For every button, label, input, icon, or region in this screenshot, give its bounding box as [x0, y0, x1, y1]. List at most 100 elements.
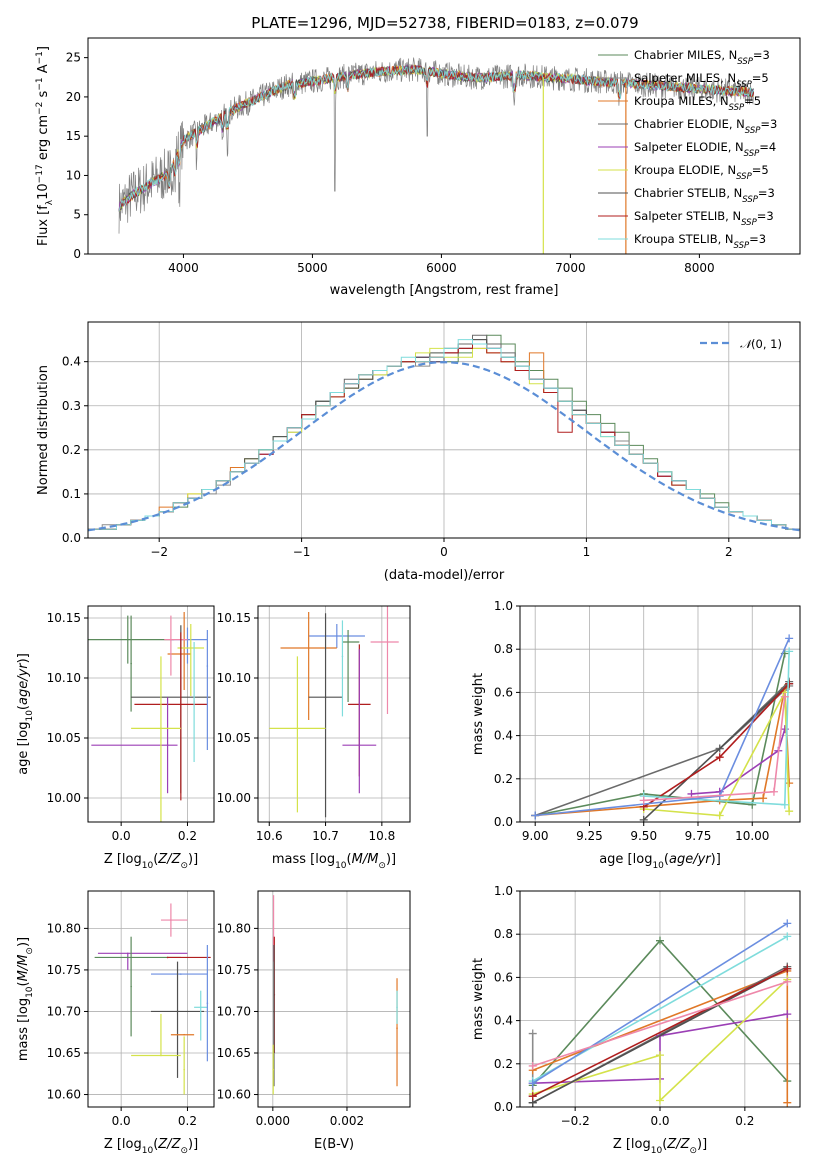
- legend-label: Kroupa STELIB, NSSP=3: [634, 232, 766, 251]
- plus-marker: [639, 815, 648, 822]
- axes-frame: [519, 605, 801, 823]
- plus-marker: [785, 779, 794, 788]
- label-part: ⊙: [689, 1146, 697, 1156]
- y-tick-label: 10.75: [47, 963, 81, 977]
- x-axis-label: Z [log10(Z/Z⊙)]: [104, 1137, 198, 1156]
- data-point: [358, 744, 361, 746]
- y-tick-label: 10.80: [47, 921, 81, 935]
- x-tick-label: 0.0: [650, 1114, 669, 1128]
- y-tick-label: 0.4: [494, 1014, 513, 1028]
- data-point: [160, 727, 162, 730]
- legend-text: Kroupa STELIB, N: [634, 232, 734, 246]
- data-point: [396, 1006, 398, 1009]
- x-tick-label: 0.0: [112, 1114, 131, 1128]
- label-part: Z/Z: [157, 1137, 181, 1152]
- label-part: M/M: [352, 852, 379, 867]
- label-part: ⊙: [378, 861, 386, 871]
- legend-text: Salpeter MILES, N: [634, 71, 736, 85]
- y-tick-label: 10.00: [217, 791, 251, 805]
- x-tick-label: 1: [583, 545, 591, 559]
- data-point: [324, 696, 327, 698]
- y-tick-label: 1.0: [494, 599, 513, 613]
- residuals-panel: −2 −1 0 1 2 0.0 0.1 0.2 0.3 0.4 (data-model)/error…: [36, 321, 801, 583]
- x-axis-label: wavelength [Angstrom, rest frame]: [330, 283, 559, 298]
- data-point: [189, 647, 192, 649]
- x-tick-label: 9.00: [522, 829, 549, 843]
- legend-tail: =3: [753, 48, 770, 62]
- y-axis-label: mass weight: [471, 958, 486, 1040]
- y-axis-label: Flux [fλ10−17 erg cm−2 s−1 A−1]: [35, 46, 55, 246]
- data-point: [183, 1033, 185, 1036]
- label-part: (: [347, 852, 352, 867]
- y-tick-label: 10.00: [47, 791, 81, 805]
- legend-label: Kroupa ELODIE, NSSP=5: [634, 163, 769, 182]
- plus-marker: [715, 811, 724, 820]
- model-line-kroupa-stelib: [118, 65, 754, 212]
- y-tick-label: 0.0: [494, 1100, 513, 1114]
- y-tick-label: 10.60: [47, 1088, 81, 1102]
- data-point: [347, 641, 349, 643]
- label-part: −1: [35, 51, 45, 64]
- label-part: age [log: [599, 852, 652, 867]
- legend-label: Salpeter STELIB, NSSP=3: [634, 209, 774, 228]
- label-part: A: [36, 64, 51, 77]
- legend-text: Chabrier ELODIE, N: [634, 117, 745, 131]
- label-part: Z [log: [613, 1137, 651, 1152]
- label-part: 10: [652, 861, 664, 871]
- legend-tail: =3: [760, 117, 777, 131]
- mass-weight-vs-Z-panel: −0.2 0.0 0.2 0.0 0.2 0.4 0.6 0.8 1.0 mass weight Z…: [471, 884, 801, 1156]
- y-tick-label: 0.4: [62, 355, 81, 369]
- y-tick-label: 0.4: [494, 729, 513, 743]
- plot-area: [531, 634, 794, 822]
- age-vs-mass-panel: 10.6 10.7 10.8 10.00 10.05 10.10 10.15 mass [lo…: [217, 605, 411, 871]
- plus-marker: [785, 807, 794, 816]
- data-point: [126, 952, 129, 955]
- label-part: ⊙: [180, 1146, 188, 1156]
- legend-sub: SSP: [736, 172, 752, 182]
- plus-marker: [769, 787, 778, 796]
- data-point: [176, 1010, 179, 1013]
- legend-text: Salpeter STELIB, N: [634, 209, 741, 223]
- x-axis-label: Z [log10(Z/Z⊙)]: [104, 852, 198, 871]
- y-tick-label: 10.75: [217, 963, 251, 977]
- series-line: [532, 968, 788, 1097]
- plus-marker: [785, 679, 794, 688]
- x-tick-label: 9.25: [576, 829, 603, 843]
- y-tick-label: 0.2: [494, 772, 513, 786]
- series-line: [532, 922, 788, 1084]
- data-point: [180, 973, 182, 975]
- data-point: [193, 701, 195, 703]
- y-tick-label: 0.0: [62, 531, 81, 545]
- mass-weight-vs-age-panel: 9.00 9.25 9.50 9.75 10.00 0.0 0.2 0.4 0.6 0.8 1.0 m…: [471, 599, 801, 871]
- plot-area: [272, 895, 398, 1095]
- y-tick-label: 1.0: [494, 884, 513, 898]
- plot-area: [269, 606, 399, 818]
- legend-text: Chabrier STELIB, N: [634, 186, 742, 200]
- data-point: [307, 647, 310, 649]
- y-tick-label: 0.6: [494, 685, 513, 699]
- label-part: s: [36, 90, 51, 101]
- label-part: 10: [142, 1146, 154, 1156]
- plot-area: [88, 334, 800, 538]
- x-tick-label: 0: [440, 545, 448, 559]
- plot-area: [88, 612, 211, 822]
- plus-marker: [528, 1029, 537, 1038]
- x-tick-label: 0.0: [112, 829, 131, 843]
- label-part: Z [log: [104, 852, 142, 867]
- label-part: (0, 1): [751, 337, 782, 351]
- data-point: [341, 655, 344, 658]
- label-part: mass [log: [272, 852, 335, 867]
- y-tick-label: 10.65: [47, 1046, 81, 1060]
- plus-marker: [656, 1051, 664, 1060]
- y-tick-label: 0.3: [62, 399, 81, 413]
- legend-text: Salpeter ELODIE, N: [634, 140, 744, 154]
- plus-marker: [528, 1061, 537, 1070]
- data-point: [296, 727, 299, 730]
- data-point: [336, 635, 338, 637]
- x-tick-label: 10.7: [312, 829, 339, 843]
- label-part: age [log: [16, 722, 31, 775]
- label-part: −1: [35, 77, 45, 90]
